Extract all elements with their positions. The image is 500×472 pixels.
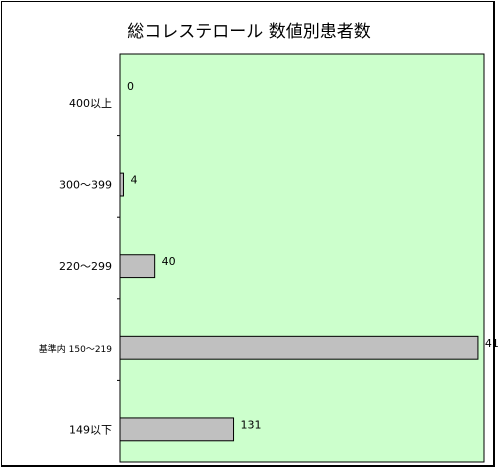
category-label: 400以上 bbox=[69, 97, 112, 110]
value-label: 0 bbox=[127, 80, 134, 93]
value-label: 40 bbox=[162, 255, 176, 268]
chart-title: 総コレステロール 数値別患者数 bbox=[127, 22, 370, 42]
bar bbox=[119, 335, 479, 360]
category-label: 149以下 bbox=[69, 423, 112, 436]
category-label: 220～299 bbox=[59, 260, 112, 273]
value-label: 413 bbox=[485, 337, 498, 350]
category-label: 300～399 bbox=[59, 179, 112, 192]
category-labels: 400以上 300～399 220～299 基準内 150～219 149以下 bbox=[39, 97, 112, 436]
category-ticks bbox=[117, 135, 120, 381]
bar bbox=[119, 172, 124, 197]
value-labels: 0 4 40 413 131 bbox=[127, 80, 498, 431]
bar bbox=[119, 254, 156, 279]
plot-area bbox=[119, 53, 485, 463]
bar bbox=[119, 417, 235, 442]
value-label: 131 bbox=[241, 418, 262, 431]
bars bbox=[119, 172, 479, 442]
value-label: 4 bbox=[130, 174, 137, 187]
category-label: 基準内 150～219 bbox=[39, 343, 112, 355]
